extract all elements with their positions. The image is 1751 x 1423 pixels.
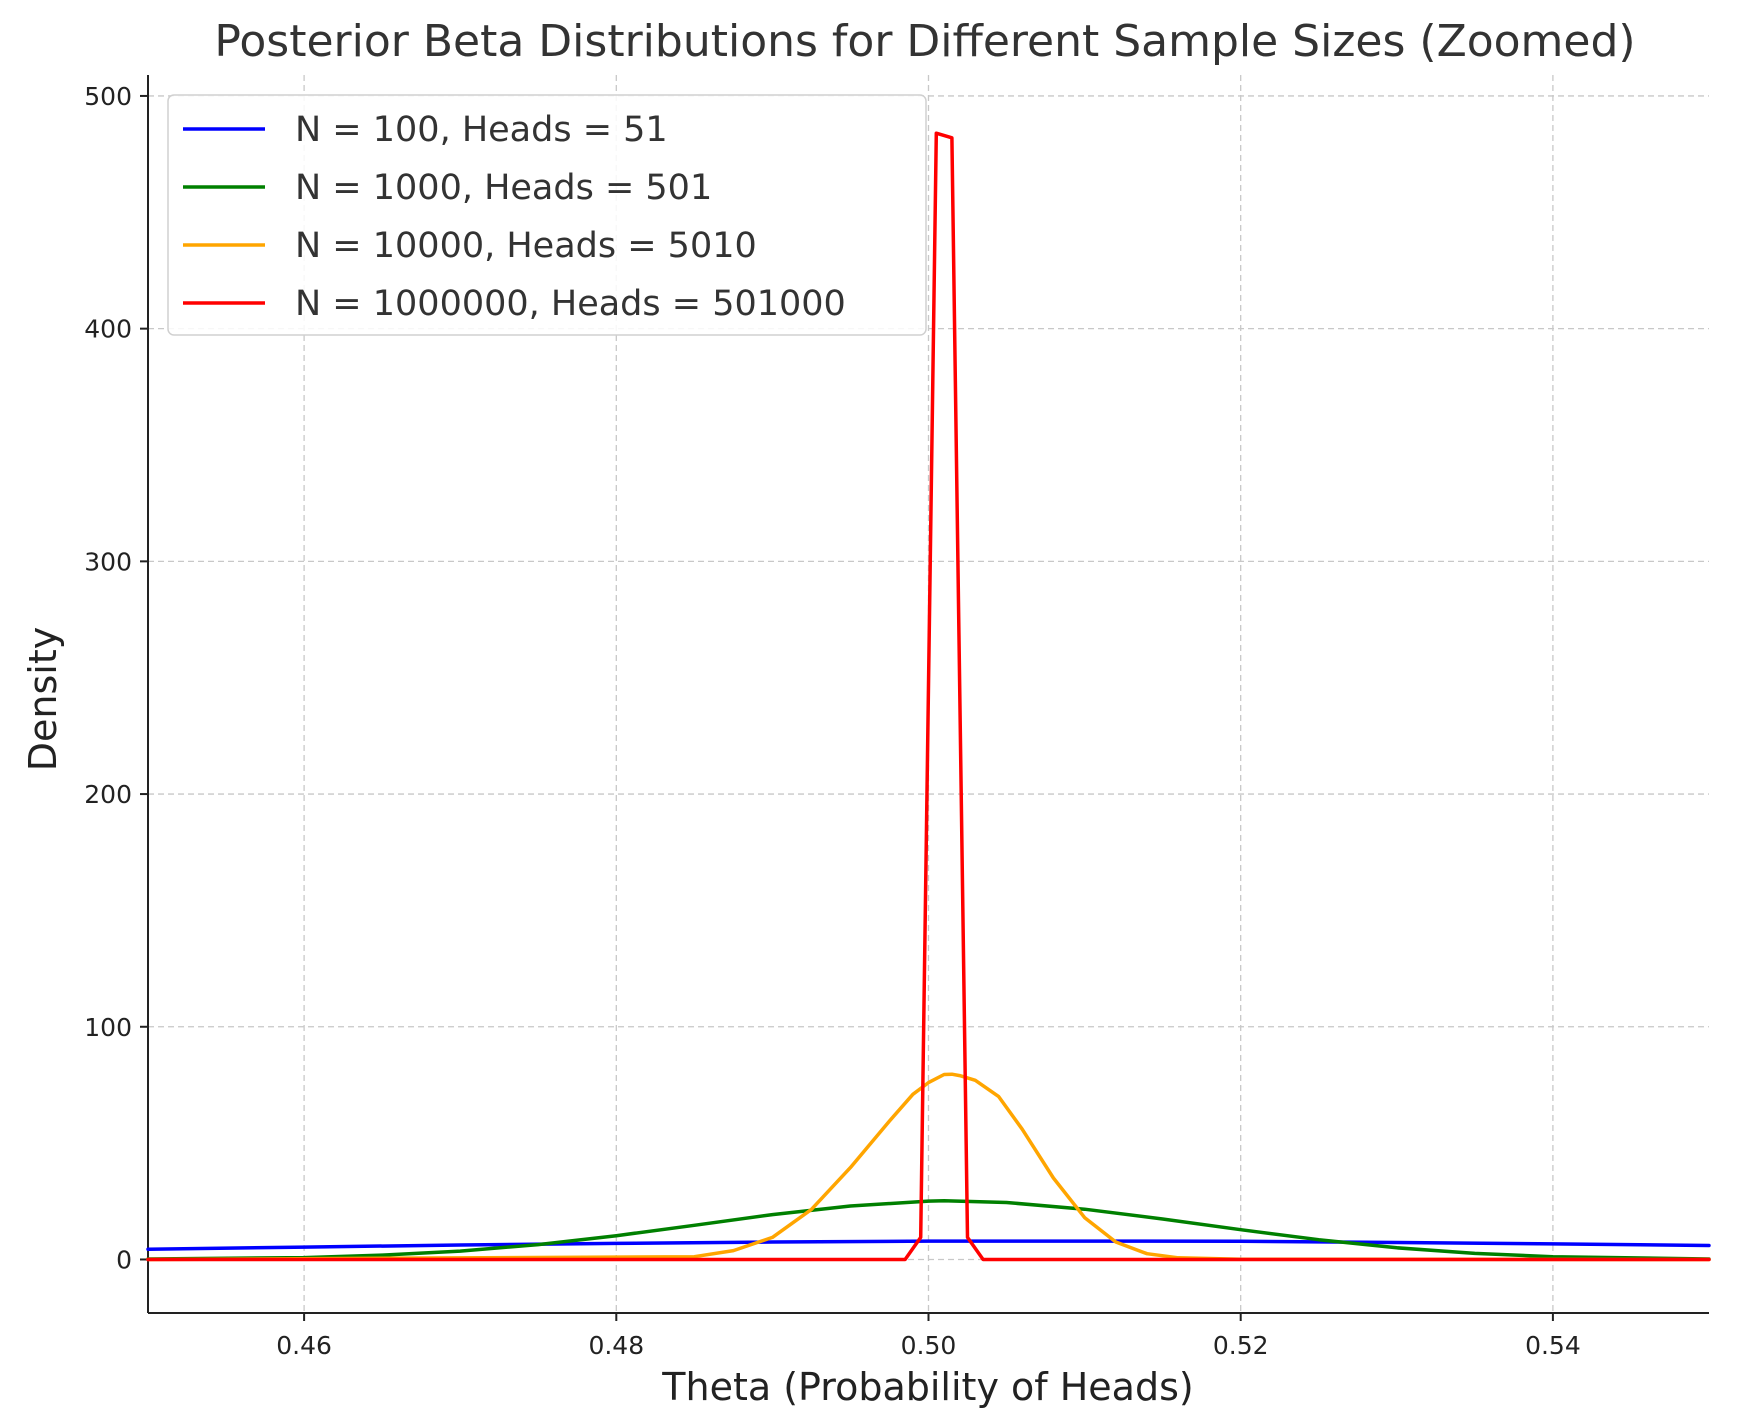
chart-title: Posterior Beta Distributions for Differe… [214, 16, 1635, 67]
series-lines [146, 131, 1711, 1262]
legend: N = 100, Heads = 51 N = 1000, Heads = 501… [167, 94, 927, 336]
y-axis-label: Density [21, 627, 65, 771]
y-tick-label: 500 [84, 82, 132, 111]
series-line-1 [146, 1239, 1711, 1251]
grid [148, 75, 1709, 1313]
y-ticks: 0 100 200 300 400 500 [84, 82, 148, 1274]
legend-label-3: N = 10000, Heads = 5010 [295, 226, 757, 266]
y-tick-label: 400 [84, 315, 132, 344]
series-line-2 [146, 1199, 1711, 1261]
series-line-4 [146, 131, 1711, 1262]
legend-box [167, 94, 927, 336]
x-tick-label: 0.54 [1525, 1331, 1581, 1360]
legend-label-1: N = 100, Heads = 51 [295, 110, 668, 150]
y-tick-label: 100 [84, 1013, 132, 1042]
x-tick-label: 0.52 [1213, 1331, 1269, 1360]
x-tick-label: 0.50 [901, 1331, 957, 1360]
x-axis-label: Theta (Probability of Heads) [661, 1365, 1193, 1409]
y-tick-label: 0 [116, 1245, 132, 1274]
legend-label-4: N = 1000000, Heads = 501000 [295, 284, 846, 324]
x-tick-label: 0.46 [276, 1331, 332, 1360]
y-tick-label: 200 [84, 780, 132, 809]
x-ticks: 0.46 0.48 0.50 0.52 0.54 [276, 1313, 1581, 1360]
legend-label-2: N = 1000, Heads = 501 [295, 168, 712, 208]
x-tick-label: 0.48 [588, 1331, 644, 1360]
y-tick-label: 300 [84, 547, 132, 576]
series-line-3 [146, 1072, 1711, 1262]
